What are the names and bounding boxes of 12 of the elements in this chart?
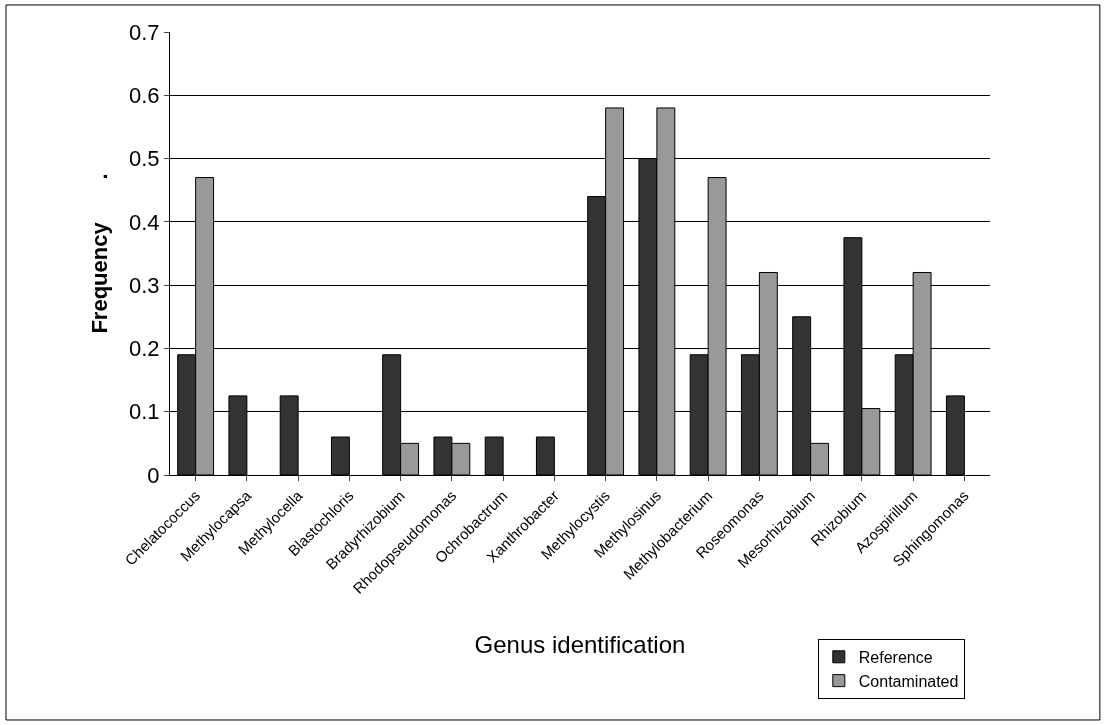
y-tick-label: 0.2 xyxy=(129,336,160,362)
y-tick-label: 0.5 xyxy=(129,146,160,172)
y-tick-label: 0.3 xyxy=(129,272,160,298)
y-tick-label: 0.7 xyxy=(129,19,160,45)
y-tick-label: 0 xyxy=(147,462,160,488)
x-axis-title: Genus identification xyxy=(474,631,686,659)
y-axis-title: Frequency . xyxy=(86,173,112,334)
legend-label: Reference xyxy=(858,649,933,667)
y-tick-label: 0.4 xyxy=(129,209,160,235)
legend-label: Contaminated xyxy=(858,672,959,690)
y-tick-label: 0.6 xyxy=(129,82,160,108)
y-tick-label: 0.1 xyxy=(129,399,160,425)
